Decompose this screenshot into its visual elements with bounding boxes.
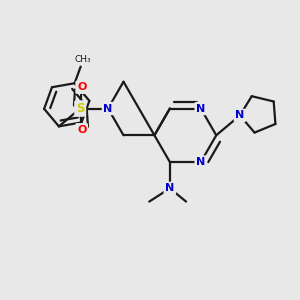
Text: O: O xyxy=(77,82,86,92)
Text: N: N xyxy=(196,103,206,113)
Text: O: O xyxy=(77,125,86,135)
Text: N: N xyxy=(103,103,113,113)
Text: N: N xyxy=(196,157,206,167)
Text: N: N xyxy=(235,110,244,120)
Text: S: S xyxy=(76,102,85,115)
Text: CH₃: CH₃ xyxy=(75,55,92,64)
Text: N: N xyxy=(165,183,175,193)
